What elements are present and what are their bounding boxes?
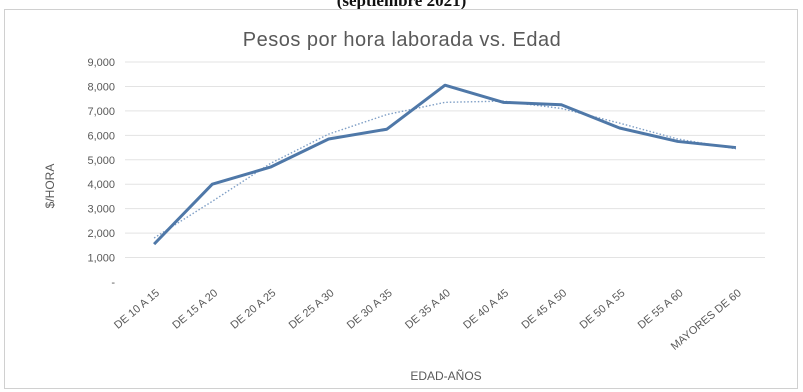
chart-title: Pesos por hora laborada vs. Edad <box>243 29 561 51</box>
y-tick-label: - <box>111 277 115 289</box>
x-tick-label: DE 10 A 15 <box>112 287 162 332</box>
x-tick-labels: DE 10 A 15 DE 15 A 20 DE 20 A 25 DE 25 A 30… <box>112 287 744 353</box>
x-tick-label: DE 30 A 35 <box>345 287 395 332</box>
x-axis-title: EDAD-AÑOS <box>410 369 481 383</box>
y-tick-label: 7,000 <box>87 106 115 118</box>
x-tick-label: DE 25 A 30 <box>287 287 337 332</box>
y-axis-title: $/HORA <box>43 164 57 209</box>
gridlines <box>125 61 765 259</box>
x-tick-label: DE 20 A 25 <box>229 287 279 332</box>
y-tick-label: 4,000 <box>87 179 115 191</box>
y-tick-label: 6,000 <box>87 130 115 142</box>
x-tick-label: DE 45 A 50 <box>519 287 569 332</box>
y-tick-labels: - 1,000 2,000 3,000 4,000 5,000 6,000 7,000 8,00… <box>87 57 115 289</box>
series-lines <box>153 83 737 246</box>
y-tick-label: 3,000 <box>87 204 115 216</box>
series-line <box>153 83 737 246</box>
page-caption: (septiembre 2021) <box>336 0 467 10</box>
x-tick-label: DE 55 A 60 <box>636 287 686 332</box>
y-tick-label: 8,000 <box>87 81 115 93</box>
x-tick-label: DE 15 A 20 <box>170 287 220 332</box>
x-tick-label: DE 40 A 45 <box>461 287 511 332</box>
x-tick-label: DE 35 A 40 <box>403 287 453 332</box>
x-tick-label: DE 50 A 55 <box>578 287 628 332</box>
trendline <box>153 100 737 239</box>
chart-frame: Pesos por hora laborada vs. Edad - 1,000 2… <box>4 9 798 389</box>
y-tick-label: 2,000 <box>87 228 115 240</box>
y-tick-label: 9,000 <box>87 57 115 69</box>
line-chart: Pesos por hora laborada vs. Edad - 1,000 2… <box>43 29 765 383</box>
y-tick-label: 5,000 <box>87 155 115 167</box>
y-tick-label: 1,000 <box>87 253 115 265</box>
